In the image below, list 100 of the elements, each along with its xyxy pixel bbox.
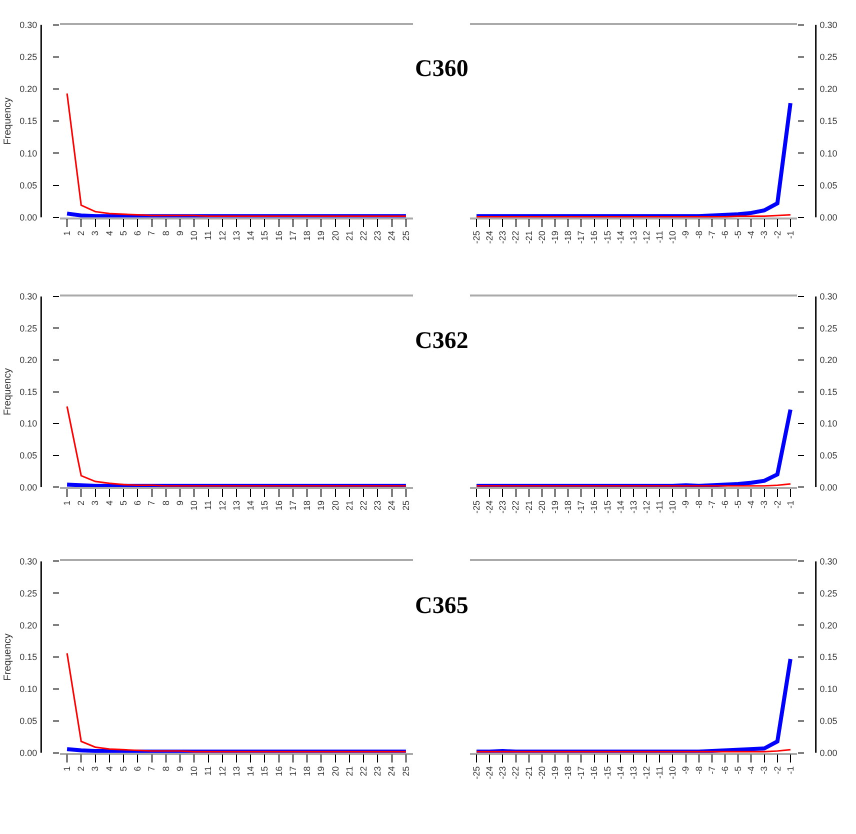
x-tick-label: 7 xyxy=(146,500,157,506)
x-tick-label: 21 xyxy=(344,766,354,776)
y-tick-label: 0.15 xyxy=(20,116,38,126)
x-tick-label: -22 xyxy=(510,230,521,244)
x-tick-label: -19 xyxy=(550,766,560,780)
x-tick-label: -15 xyxy=(602,766,612,780)
x-tick-label: -15 xyxy=(602,500,612,514)
x-tick-label: 22 xyxy=(358,230,369,241)
x-tick-label: 14 xyxy=(246,230,256,241)
y-axis-title: Frequency xyxy=(2,633,14,681)
x-tick-label: 20 xyxy=(330,766,340,776)
y-tick-label: 0.00 xyxy=(20,482,38,492)
y-tick-label: 0.20 xyxy=(20,84,38,94)
x-tick-label: 10 xyxy=(189,230,200,241)
x-tick-label: -14 xyxy=(615,766,626,780)
y-tick-label: 0.20 xyxy=(820,355,838,366)
x-tick-label: 9 xyxy=(174,766,185,772)
x-tick-label: -2 xyxy=(772,230,782,239)
y-tick-label: 0.10 xyxy=(20,684,38,694)
x-tick-label: 24 xyxy=(386,230,397,241)
x-tick-label: -7 xyxy=(706,500,717,509)
y-tick-label: 0.10 xyxy=(20,148,38,158)
x-tick-label: 1 xyxy=(62,500,72,506)
x-tick-label: 2 xyxy=(76,230,86,236)
x-tick-label: -1 xyxy=(785,500,796,509)
x-tick-label: -14 xyxy=(615,500,626,514)
x-tick-label: 4 xyxy=(104,766,114,772)
y-axis-title: Frequency xyxy=(2,368,14,416)
y-tick-label: 0.25 xyxy=(20,588,38,598)
x-tick-label: -7 xyxy=(706,766,717,774)
x-tick-label: -24 xyxy=(484,230,495,244)
x-tick-label: -19 xyxy=(550,500,560,514)
y-tick-label: 0.15 xyxy=(820,386,838,397)
y-tick-label: 0.10 xyxy=(820,148,838,158)
y-tick-label: 0.15 xyxy=(820,652,838,662)
x-tick-label: 22 xyxy=(358,766,369,776)
x-tick-label: -21 xyxy=(524,766,534,780)
x-tick-label: 17 xyxy=(288,230,298,241)
x-tick-label: 10 xyxy=(189,766,200,776)
x-tick-label: -6 xyxy=(720,500,730,509)
x-tick-label: -3 xyxy=(759,230,770,239)
x-tick-label: -18 xyxy=(563,230,574,244)
y-tick-label: 0.20 xyxy=(820,84,838,94)
y-tick-label: 0.00 xyxy=(20,212,38,223)
x-tick-label: 20 xyxy=(330,230,340,241)
x-tick-label: -4 xyxy=(746,766,756,774)
x-tick-label: -25 xyxy=(471,500,482,514)
x-tick-label: -16 xyxy=(589,500,600,514)
x-tick-label: -12 xyxy=(642,230,652,244)
y-tick-label: 0.05 xyxy=(20,450,38,461)
x-tick-label: 1 xyxy=(62,230,72,236)
x-tick-label: 8 xyxy=(160,766,171,772)
x-tick-label: -5 xyxy=(733,230,744,239)
x-tick-label: -21 xyxy=(524,500,534,514)
x-tick-label: -16 xyxy=(589,766,600,780)
x-tick-label: -20 xyxy=(536,766,547,780)
x-tick-label: 25 xyxy=(400,230,411,241)
y-tick-label: 0.30 xyxy=(820,556,838,566)
x-tick-label: -8 xyxy=(694,230,704,239)
x-tick-label: -8 xyxy=(694,500,704,509)
x-tick-label: -20 xyxy=(536,500,547,514)
x-tick-label: 11 xyxy=(203,766,214,776)
x-tick-label: 7 xyxy=(146,230,157,236)
x-tick-label: 4 xyxy=(104,500,114,506)
x-tick-label: -10 xyxy=(668,500,678,514)
x-tick-label: 13 xyxy=(231,230,242,241)
x-tick-label: -14 xyxy=(615,230,626,244)
x-tick-label: -13 xyxy=(628,230,638,244)
x-tick-label: -8 xyxy=(694,766,704,774)
x-tick-label: 5 xyxy=(118,230,128,236)
x-tick-label: 24 xyxy=(386,766,397,776)
x-tick-label: 3 xyxy=(90,500,100,506)
x-tick-label: 18 xyxy=(302,500,312,511)
x-tick-label: 16 xyxy=(274,230,284,241)
x-tick-label: -3 xyxy=(759,500,770,509)
y-tick-label: 0.15 xyxy=(20,652,38,662)
x-tick-label: -25 xyxy=(471,766,482,780)
x-tick-label: -22 xyxy=(510,766,521,780)
x-tick-label: -12 xyxy=(642,766,652,780)
y-tick-label: 0.00 xyxy=(820,482,838,492)
x-tick-label: 2 xyxy=(76,500,86,506)
text: C360 xyxy=(415,56,468,82)
x-tick-label: 16 xyxy=(274,766,284,776)
x-tick-label: 17 xyxy=(288,500,298,511)
y-tick-label: 0.25 xyxy=(20,323,38,334)
x-tick-label: 23 xyxy=(372,230,383,241)
x-tick-label: 13 xyxy=(231,766,242,776)
x-tick-label: 13 xyxy=(231,500,242,511)
x-tick-label: 8 xyxy=(160,500,171,506)
x-tick-label: 21 xyxy=(344,500,354,511)
x-tick-label: 25 xyxy=(400,766,411,776)
y-tick-label: 0.25 xyxy=(820,52,838,62)
x-tick-label: -10 xyxy=(668,766,678,780)
x-tick-label: -9 xyxy=(680,230,691,239)
x-tick-label: -1 xyxy=(785,766,796,774)
y-tick-label: 0.30 xyxy=(820,292,838,302)
x-tick-label: 19 xyxy=(316,230,326,241)
x-tick-label: -10 xyxy=(668,230,678,244)
y-tick-label: 0.30 xyxy=(20,556,38,566)
x-tick-label: -12 xyxy=(642,500,652,514)
